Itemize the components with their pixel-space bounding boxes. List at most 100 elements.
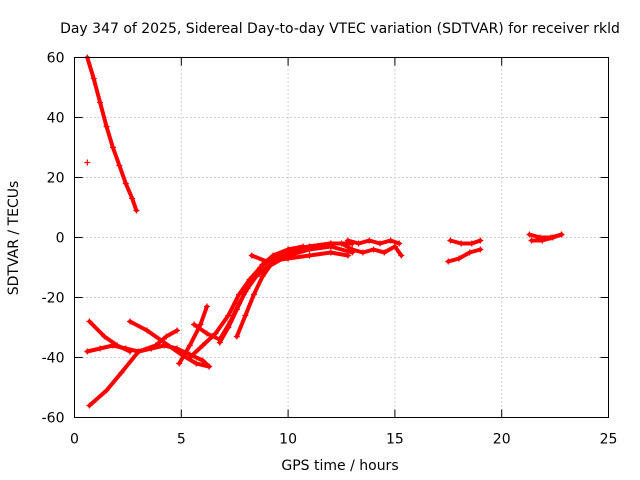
- x-axis-title: GPS time / hours: [281, 458, 398, 474]
- data-point: [526, 231, 533, 238]
- data-point: [338, 240, 345, 247]
- data-point: [199, 342, 206, 349]
- x-tick-label: 0: [70, 432, 79, 448]
- series-line-arc-16: [448, 238, 483, 246]
- series-line-arc-6: [177, 304, 209, 366]
- series-line-arc-4: [87, 319, 132, 354]
- data-point: [370, 246, 377, 253]
- chart-title: Day 347 of 2025, Sidereal Day-to-day VTE…: [60, 21, 620, 37]
- data-point: [225, 324, 232, 331]
- data-point: [387, 237, 394, 244]
- data-point: [225, 312, 232, 319]
- data-point: [103, 387, 110, 394]
- data-point: [447, 237, 454, 244]
- series-outlier: [84, 159, 91, 166]
- data-point: [349, 246, 356, 253]
- data-point: [558, 231, 565, 238]
- series-arc-5: [127, 318, 213, 370]
- data-point: [477, 237, 484, 244]
- data-point: [344, 237, 351, 244]
- data-point: [233, 306, 240, 313]
- data-point: [250, 291, 257, 298]
- data-point: [97, 99, 104, 106]
- data-point: [270, 252, 277, 259]
- data-point: [391, 243, 398, 250]
- data-point: [122, 180, 129, 187]
- data-point: [248, 252, 255, 259]
- data-point: [355, 240, 362, 247]
- data-point: [163, 333, 170, 340]
- y-tick-label: 60: [47, 51, 65, 67]
- series-arc-12: [263, 243, 356, 271]
- data-point: [191, 321, 198, 328]
- series-arc-13: [338, 240, 405, 259]
- x-tick-label: 5: [177, 432, 186, 448]
- data-point: [116, 162, 123, 169]
- data-point: [101, 333, 108, 340]
- data-point: [203, 330, 210, 337]
- data-point: [250, 273, 257, 280]
- data-point: [206, 363, 213, 370]
- y-tick-label: -40: [42, 351, 65, 367]
- data-point: [366, 237, 373, 244]
- data-point: [174, 327, 181, 334]
- data-point: [186, 354, 193, 361]
- series-line-arc-18: [529, 232, 564, 243]
- data-point: [129, 195, 136, 202]
- data-point: [291, 246, 298, 253]
- data-point: [344, 252, 351, 259]
- grid-lines: [74, 57, 609, 418]
- data-point: [109, 144, 116, 151]
- data-point: [186, 342, 193, 349]
- data-point: [118, 369, 125, 376]
- data-point: [477, 246, 484, 253]
- data-point: [161, 339, 168, 346]
- data-point: [127, 318, 134, 325]
- series-arc-18: [528, 231, 565, 244]
- data-point: [144, 327, 151, 334]
- data-point: [306, 252, 313, 259]
- series-arc-15: [445, 246, 484, 265]
- data-point: [199, 357, 206, 364]
- data-point: [376, 240, 383, 247]
- data-point: [135, 348, 142, 355]
- series-line-arc-15: [446, 247, 483, 264]
- data-series: [84, 54, 565, 409]
- data-point: [212, 330, 219, 337]
- data-point: [468, 240, 475, 247]
- series-line-arc-1: [85, 55, 139, 213]
- data-point: [259, 261, 266, 268]
- data-point: [84, 159, 91, 166]
- y-tick-label: -60: [42, 411, 65, 427]
- series-arc-3: [86, 327, 181, 409]
- plot-frame: [74, 57, 609, 418]
- data-point: [285, 252, 292, 259]
- series-arc-16: [447, 237, 484, 247]
- data-point: [86, 402, 93, 409]
- series-arc-6: [176, 303, 210, 367]
- series-arc-4: [86, 318, 134, 355]
- series-arc-14: [344, 237, 403, 247]
- data-point: [549, 234, 556, 241]
- data-point: [127, 348, 134, 355]
- y-tick-label: 40: [47, 111, 65, 127]
- data-point: [458, 240, 465, 247]
- data-point: [242, 288, 249, 295]
- data-point: [114, 342, 121, 349]
- data-point: [203, 303, 210, 310]
- data-point: [539, 237, 546, 244]
- data-point: [528, 237, 535, 244]
- data-point: [398, 252, 405, 259]
- data-point: [152, 342, 159, 349]
- data-point: [197, 321, 204, 328]
- data-point: [133, 207, 140, 214]
- x-tick-labels: 0 5 10 15 20 25: [70, 432, 617, 448]
- data-point: [327, 243, 334, 250]
- y-tick-label: -20: [42, 291, 65, 307]
- data-point: [359, 249, 366, 256]
- data-point: [235, 291, 242, 298]
- y-tick-label: 0: [56, 231, 65, 247]
- data-point: [176, 360, 183, 367]
- data-point: [90, 75, 97, 82]
